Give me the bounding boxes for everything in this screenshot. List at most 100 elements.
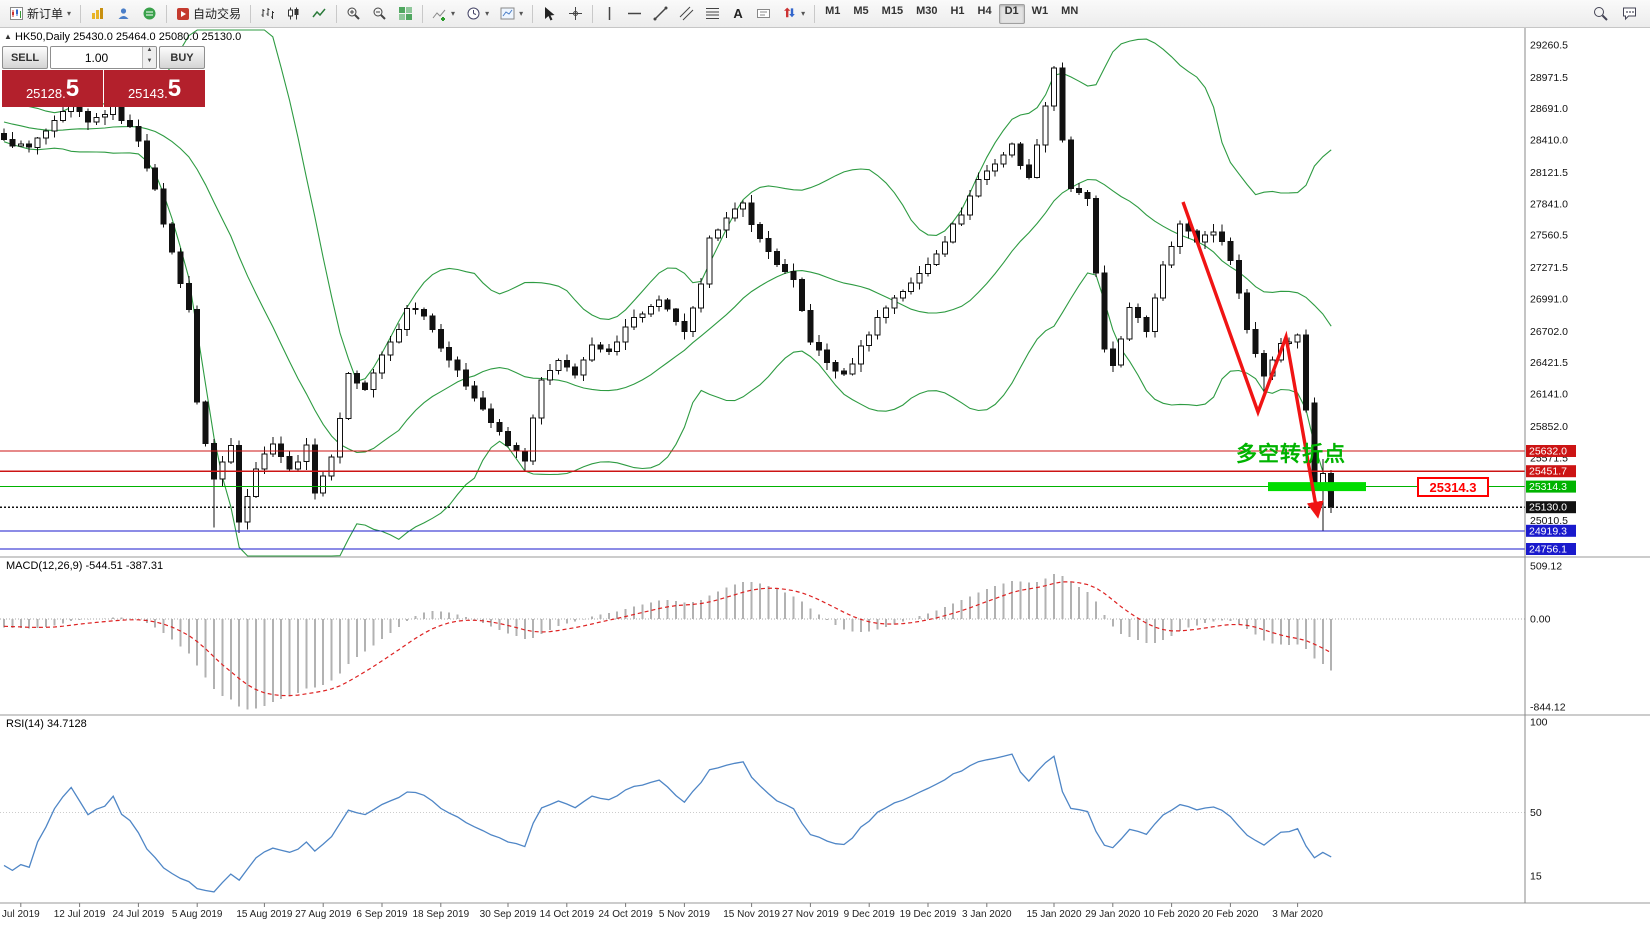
svg-text:100: 100 [1530,717,1548,729]
tab-timeframe-m1[interactable]: M1 [825,4,841,17]
terminal-button[interactable] [137,3,162,25]
spin-up-icon[interactable]: ▲ [143,47,156,58]
spin-down-icon[interactable]: ▼ [143,57,156,68]
bar-chart-button[interactable] [255,3,280,25]
time-axis[interactable]: Jul 2019 12 Jul 2019 24 Jul 2019 5 Aug 2019… [2,903,1323,920]
sell-price-display[interactable]: 25128. 5 [2,70,103,107]
svg-text:15 Aug 2019: 15 Aug 2019 [236,909,293,920]
indicators-button[interactable]: ▾ [427,3,460,25]
svg-text:28121.5: 28121.5 [1530,167,1568,179]
channel-tool[interactable] [674,3,699,25]
zoom-in-button[interactable] [341,3,366,25]
chat-bubble-icon [1623,7,1636,21]
template-button[interactable]: ▾ [495,3,528,25]
horizontal-line-tool[interactable] [622,3,647,25]
navigator-icon [118,8,129,19]
tab-timeframe-d1[interactable]: D1 [998,3,1025,24]
buy-price-big: 5 [167,74,182,102]
svg-text:509.12: 509.12 [1530,561,1562,573]
svg-text:5 Nov 2019: 5 Nov 2019 [659,909,711,920]
template-icon [500,7,515,20]
tile-windows-button[interactable] [393,3,418,25]
svg-text:20 Feb 2020: 20 Feb 2020 [1202,909,1259,920]
crosshair-button[interactable] [563,3,588,25]
svg-text:27841.0: 27841.0 [1530,198,1568,210]
zoom-out-button[interactable] [367,3,392,25]
line-chart-button[interactable] [307,3,332,25]
support-zone-highlight[interactable] [1268,482,1366,492]
channel-icon [679,6,694,21]
horizontal-line-icon [628,12,642,15]
price-axis[interactable]: 29260.5 28971.5 28691.0 28410.0 28121.5 27841… [1526,40,1576,883]
buy-button[interactable]: BUY [159,46,205,69]
panel-separators[interactable] [0,28,1650,904]
tab-timeframe-m30[interactable]: M30 [916,4,938,17]
separator [80,4,82,23]
vertical-line-tool[interactable] [597,3,621,25]
tab-timeframe-w1[interactable]: W1 [1031,4,1049,17]
candlestick-chart-button[interactable] [281,3,306,25]
clock-icon [467,7,480,20]
text-tool[interactable]: A [726,3,750,25]
buy-price-display[interactable]: 25143. 5 [104,70,205,107]
svg-text:25451.7: 25451.7 [1529,466,1567,478]
separator [592,4,594,23]
turning-point-annotation: 多空转折点 [1236,443,1346,466]
chevron-down-icon: ▾ [485,9,490,18]
macd-signal-line [3,581,1332,697]
tab-timeframe-h4[interactable]: H4 [977,4,992,17]
tab-timeframe-m15[interactable]: M15 [881,4,904,17]
svg-text:5 Aug 2019: 5 Aug 2019 [172,909,223,920]
auto-trading-button[interactable]: 自动交易 [171,3,246,25]
trendline-tool[interactable] [648,3,673,25]
terminal-icon [143,7,156,20]
svg-text:10 Feb 2020: 10 Feb 2020 [1144,909,1201,920]
bar-chart-icon [261,8,275,19]
arrows-tool[interactable]: ▾ [777,3,810,25]
svg-text:25632.0: 25632.0 [1529,446,1567,458]
chart-ohlc-header: HK50,Daily 25430.0 25464.0 25080.0 25130… [15,31,242,43]
rsi-label: RSI(14) 34.7128 [6,718,87,730]
separator [532,4,534,23]
new-order-button[interactable]: 新订单 ▾ [4,3,76,25]
svg-text:9 Dec 2019: 9 Dec 2019 [844,909,896,920]
svg-text:25010.5: 25010.5 [1530,515,1568,527]
macd-indicator [0,573,1525,710]
label-tool[interactable] [751,3,776,25]
rsi-indicator [0,753,1525,893]
line-chart-icon [312,8,326,18]
cursor-button[interactable] [537,3,562,25]
tab-timeframe-mn[interactable]: MN [1061,4,1079,17]
tab-timeframe-m5[interactable]: M5 [853,4,869,17]
buy-price-prefix: 25143. [127,86,168,101]
fibonacci-tool[interactable] [700,3,725,25]
community-button[interactable] [1617,3,1642,25]
zoom-in-icon [347,7,360,20]
lot-spinner: ▲ ▼ [142,47,156,68]
lot-size-box: ▲ ▼ [50,46,157,69]
tile-windows-icon [399,7,413,20]
svg-text:-844.12: -844.12 [1530,701,1566,713]
tab-timeframe-h1[interactable]: H1 [950,4,965,17]
navigator-button[interactable] [111,3,136,25]
one-click-collapse-icon[interactable]: ▲ [4,32,12,41]
crosshair-icon [569,7,583,20]
toolbar-right [1588,3,1646,25]
bollinger-bands [3,29,1332,557]
new-order-label: 新订单 [27,7,64,21]
svg-text:27560.5: 27560.5 [1530,230,1568,242]
lot-size-input[interactable] [51,47,142,68]
search-icon [1594,7,1608,21]
separator [814,4,816,23]
trendline-icon [653,6,668,21]
market-watch-button[interactable] [85,3,110,25]
svg-text:3 Mar 2020: 3 Mar 2020 [1272,909,1323,920]
search-button[interactable] [1588,3,1613,25]
trend-arrow[interactable] [1181,201,1324,519]
periods-button[interactable]: ▾ [461,3,494,25]
svg-text:15 Nov 2019: 15 Nov 2019 [723,909,780,920]
text-tool-label: A [733,6,743,21]
sell-button[interactable]: SELL [2,46,48,69]
